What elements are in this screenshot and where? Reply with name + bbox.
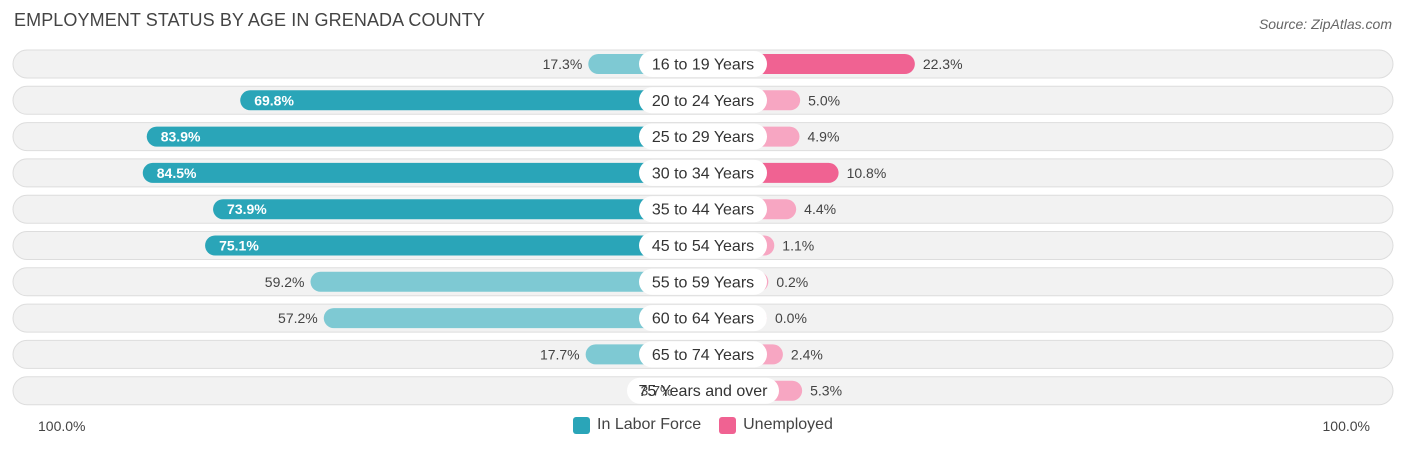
category-label: 30 to 34 Years (652, 165, 754, 182)
category-label: 75 Years and over (639, 383, 769, 400)
value-label-labor: 59.2% (265, 274, 305, 290)
value-label-unemployed: 22.3% (923, 56, 963, 72)
category-pill (639, 87, 767, 114)
category-pill (639, 123, 767, 150)
bar-labor (213, 199, 703, 220)
category-label: 60 to 64 Years (652, 311, 754, 328)
legend-item-unemployed: Unemployed (719, 416, 833, 434)
category-label: 35 to 44 Years (652, 202, 754, 219)
value-label-labor: 17.7% (540, 346, 580, 362)
category-pill (639, 232, 767, 259)
legend-swatch-unemployed (719, 416, 737, 434)
category-pill (639, 196, 767, 223)
value-label-labor: 84.5% (157, 165, 197, 181)
value-label-labor: 69.8% (254, 92, 294, 108)
value-label-unemployed: 10.8% (847, 165, 887, 181)
category-label: 55 to 59 Years (652, 274, 754, 291)
bar-labor (240, 90, 703, 111)
value-label-labor: 3.7% (641, 383, 673, 399)
bar-labor (310, 271, 703, 292)
bar-labor (142, 162, 703, 183)
value-label-labor: 83.9% (161, 129, 201, 145)
category-pill (627, 377, 779, 404)
legend: In Labor Force Unemployed (0, 416, 1406, 434)
axis-right-label: 100.0% (1322, 418, 1370, 434)
category-label: 45 to 54 Years (652, 238, 754, 255)
category-pill (639, 268, 767, 295)
value-label-labor: 17.3% (543, 56, 583, 72)
value-label-labor: 73.9% (227, 201, 267, 217)
chart-title: EMPLOYMENT STATUS BY AGE IN GRENADA COUN… (14, 10, 485, 30)
bar-labor (323, 308, 703, 329)
value-label-unemployed: 1.1% (782, 238, 814, 254)
category-pill (639, 159, 767, 186)
value-label-unemployed: 2.4% (791, 346, 823, 362)
value-label-labor: 75.1% (219, 238, 259, 254)
category-label: 25 to 29 Years (652, 129, 754, 146)
value-label-labor: 57.2% (278, 310, 318, 326)
category-pill (639, 341, 767, 368)
value-label-unemployed: 5.3% (810, 383, 842, 399)
value-label-unemployed: 0.0% (775, 310, 807, 326)
value-label-unemployed: 5.0% (808, 92, 840, 108)
axis-left-label: 100.0% (38, 418, 86, 434)
legend-label-unemployed: Unemployed (743, 416, 833, 433)
category-pill (639, 305, 767, 332)
value-label-unemployed: 0.2% (776, 274, 808, 290)
category-label: 65 to 74 Years (652, 347, 754, 364)
value-label-unemployed: 4.4% (804, 201, 836, 217)
chart-area: 16 to 19 Years 17.3% 22.3% 20 to 24 Years 69… (12, 49, 1394, 406)
source-label: Source: ZipAtlas.com (1258, 16, 1392, 32)
bar-labor (146, 126, 704, 147)
legend-item-labor: In Labor Force (573, 416, 701, 434)
legend-label-labor: In Labor Force (597, 416, 702, 433)
category-label: 16 to 19 Years (652, 57, 754, 74)
value-label-unemployed: 4.9% (807, 129, 839, 145)
legend-swatch-labor (573, 416, 591, 434)
category-label: 20 to 24 Years (652, 93, 754, 110)
category-pill (639, 51, 767, 77)
bar-labor (205, 235, 703, 256)
